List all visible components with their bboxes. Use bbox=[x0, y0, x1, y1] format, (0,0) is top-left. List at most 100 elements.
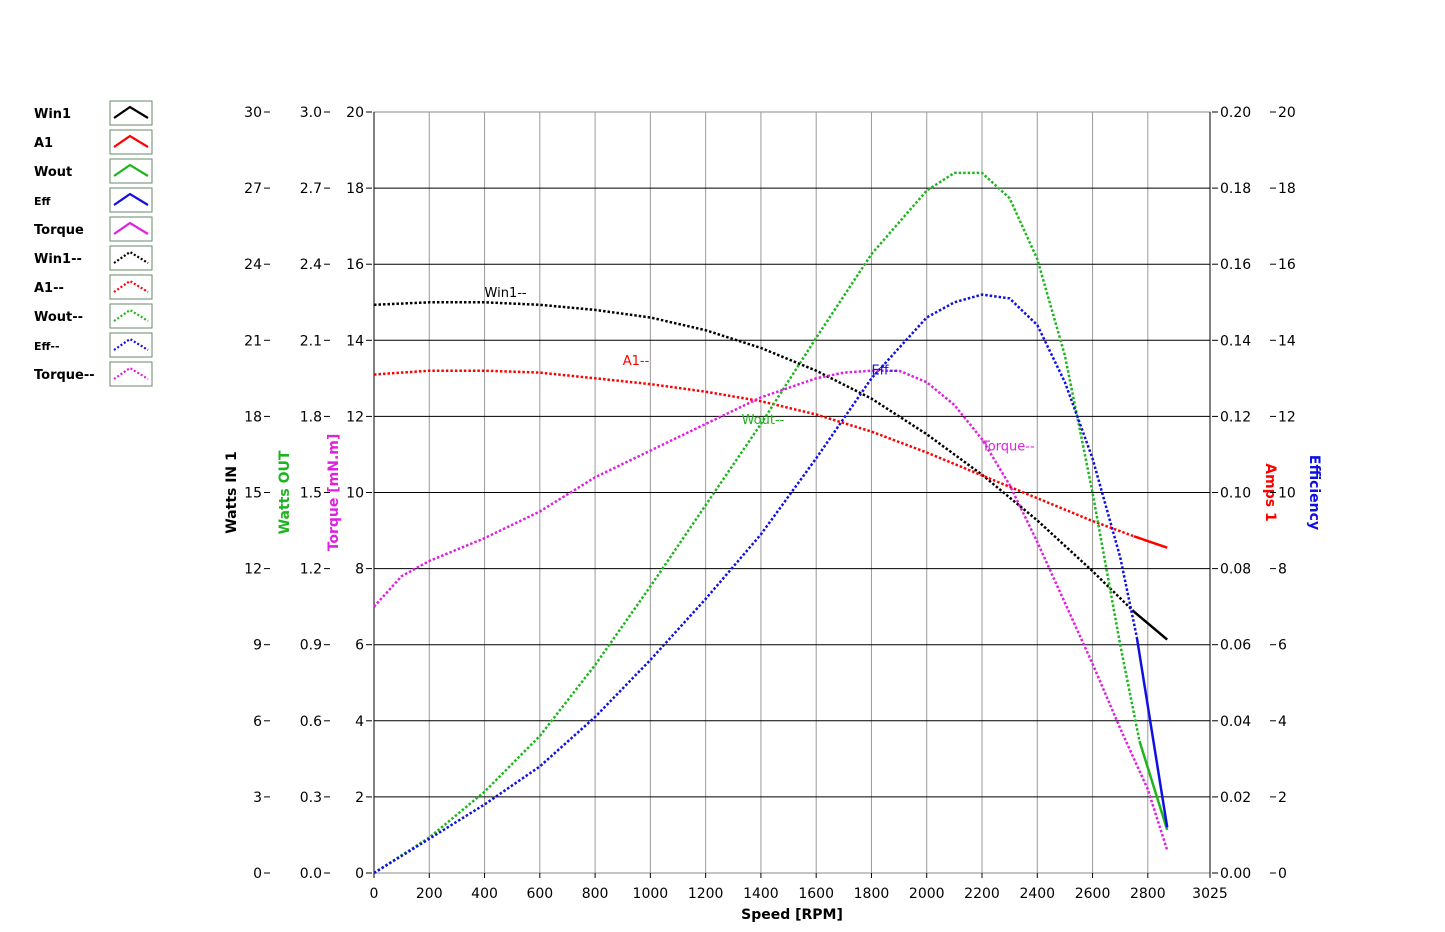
legend-label: Wout-- bbox=[34, 310, 83, 325]
legend-swatch bbox=[109, 332, 153, 358]
legend-item-wout[interactable]: Wout bbox=[34, 158, 153, 184]
y-tick-label: 3.0 bbox=[300, 105, 322, 121]
legend-item-a1-dotted[interactable]: A1-- bbox=[34, 274, 153, 300]
annotations: Win1-- A1-- Eff-- Wout-- Torque-- bbox=[485, 286, 1035, 454]
y-axis-title-eff: Efficiency bbox=[1306, 455, 1322, 530]
legend-item-eff[interactable]: Eff bbox=[34, 187, 153, 213]
x-tick-label: 2000 bbox=[909, 886, 945, 902]
y-tick-label: 27 bbox=[244, 181, 262, 197]
y-tick-label: 30 bbox=[244, 105, 262, 121]
legend-item-torque[interactable]: Torque bbox=[34, 216, 153, 242]
y-tick-label: 0.9 bbox=[300, 638, 322, 654]
y-tick-label: 0 bbox=[253, 866, 262, 882]
y-tick-label: 14 bbox=[1278, 333, 1296, 349]
legend-label: Torque bbox=[34, 223, 84, 238]
y-tick-label: 0.08 bbox=[1220, 562, 1251, 578]
y-tick-label: 1.2 bbox=[300, 562, 322, 578]
y-tick-label: 2.4 bbox=[300, 257, 322, 273]
x-axis-title: Speed [RPM] bbox=[741, 907, 843, 923]
series-line-a1-solid bbox=[1133, 535, 1168, 549]
legend-label: Eff-- bbox=[34, 340, 60, 353]
x-tick-label: 2800 bbox=[1130, 886, 1166, 902]
legend-item-a1[interactable]: A1 bbox=[34, 129, 153, 155]
y-tick-label: 2 bbox=[1278, 790, 1287, 806]
y-tick-label: 10 bbox=[346, 486, 364, 502]
legend-item-win1[interactable]: Win1 bbox=[34, 100, 153, 126]
y-axis-title-torque: Torque [mN.m] bbox=[326, 434, 342, 552]
y-axis-title-wout: Watts OUT bbox=[277, 450, 293, 534]
legend-item-win1-dotted[interactable]: Win1-- bbox=[34, 245, 153, 271]
legend-label: Win1 bbox=[34, 107, 71, 122]
y-tick-label: 18 bbox=[1278, 181, 1296, 197]
annotation-label: Win1-- bbox=[485, 286, 527, 301]
legend-swatch bbox=[109, 100, 153, 126]
x-tick-label: 3025 bbox=[1192, 886, 1228, 902]
y-tick-label: 3 bbox=[253, 790, 262, 806]
y-tick-label: 18 bbox=[346, 181, 364, 197]
y-tick-label: 0.6 bbox=[300, 714, 322, 730]
y-tick-label: 10 bbox=[1278, 486, 1296, 502]
legend-swatch-line bbox=[113, 250, 149, 264]
y-tick-label: 0.04 bbox=[1220, 714, 1251, 730]
y-tick-label: 6 bbox=[1278, 638, 1287, 654]
legend-swatch bbox=[109, 361, 153, 387]
y-tick-label: 0 bbox=[1278, 866, 1287, 882]
y-tick-label: 4 bbox=[355, 714, 364, 730]
y-tick-label: 21 bbox=[244, 333, 262, 349]
legend[interactable]: Win1 A1 Wout Eff Torque Win1-- A1-- Wout-- Eff--… bbox=[34, 100, 153, 387]
legend-label: Torque-- bbox=[34, 368, 95, 383]
legend-swatch-line bbox=[113, 221, 149, 235]
y-tick-label: 15 bbox=[244, 486, 262, 502]
x-tick-label: 0 bbox=[370, 886, 379, 902]
legend-swatch bbox=[109, 245, 153, 271]
y-tick-label: 2 bbox=[355, 790, 364, 806]
legend-swatch bbox=[109, 187, 153, 213]
legend-swatch-line bbox=[113, 337, 149, 351]
legend-label: Eff bbox=[34, 195, 51, 208]
y-tick-label: 14 bbox=[346, 333, 364, 349]
y-tick-label: 0.16 bbox=[1220, 257, 1251, 273]
y-tick-label: 18 bbox=[244, 409, 262, 425]
series-line-torque-dotted bbox=[373, 369, 1169, 851]
series-line-a1-dotted bbox=[373, 369, 1135, 538]
y-tick-label: 0.12 bbox=[1220, 409, 1251, 425]
y-tick-label: 2.1 bbox=[300, 333, 322, 349]
legend-swatch-line bbox=[113, 308, 149, 322]
y-tick-label: 1.8 bbox=[300, 409, 322, 425]
x-tick-label: 2400 bbox=[1019, 886, 1055, 902]
legend-item-wout-dotted[interactable]: Wout-- bbox=[34, 303, 153, 329]
y-tick-label: 6 bbox=[355, 638, 364, 654]
legend-swatch-line bbox=[113, 192, 149, 206]
x-tick-label: 1600 bbox=[798, 886, 834, 902]
y-tick-label: 0.00 bbox=[1220, 866, 1251, 882]
y-tick-label: 0.02 bbox=[1220, 790, 1251, 806]
y-tick-label: 24 bbox=[244, 257, 262, 273]
legend-label: A1 bbox=[34, 136, 53, 151]
series-line-wout-solid bbox=[1138, 740, 1169, 831]
series-line-win1-solid bbox=[1133, 610, 1169, 641]
legend-swatch-line bbox=[113, 134, 149, 148]
y-tick-label: 1.5 bbox=[300, 486, 322, 502]
legend-swatch bbox=[109, 274, 153, 300]
legend-label: A1-- bbox=[34, 281, 64, 296]
grid bbox=[374, 112, 1210, 873]
y-tick-label: 12 bbox=[1278, 409, 1296, 425]
x-tick-label: 200 bbox=[416, 886, 443, 902]
legend-swatch bbox=[109, 303, 153, 329]
legend-item-eff-dotted[interactable]: Eff-- bbox=[34, 332, 153, 358]
y-tick-label: 12 bbox=[346, 409, 364, 425]
legend-swatch bbox=[109, 216, 153, 242]
legend-swatch bbox=[109, 129, 153, 155]
legend-item-torque-dotted[interactable]: Torque-- bbox=[34, 361, 153, 387]
y-tick-label: 20 bbox=[346, 105, 364, 121]
x-tick-label: 400 bbox=[471, 886, 498, 902]
y-tick-label: 0.14 bbox=[1220, 333, 1251, 349]
x-tick-label: 2200 bbox=[964, 886, 1000, 902]
y-tick-label: 2.7 bbox=[300, 181, 322, 197]
y-tick-label: 0.20 bbox=[1220, 105, 1251, 121]
y-tick-label: 6 bbox=[253, 714, 262, 730]
y-axis-wout: 0.0 0.3 0.6 0.9 1.2 1.5 1.8 2.1 2.4 2.7 3.0 Watts O… bbox=[277, 105, 330, 882]
series-line-win1-dotted bbox=[373, 301, 1135, 613]
x-tick-label: 1200 bbox=[688, 886, 724, 902]
